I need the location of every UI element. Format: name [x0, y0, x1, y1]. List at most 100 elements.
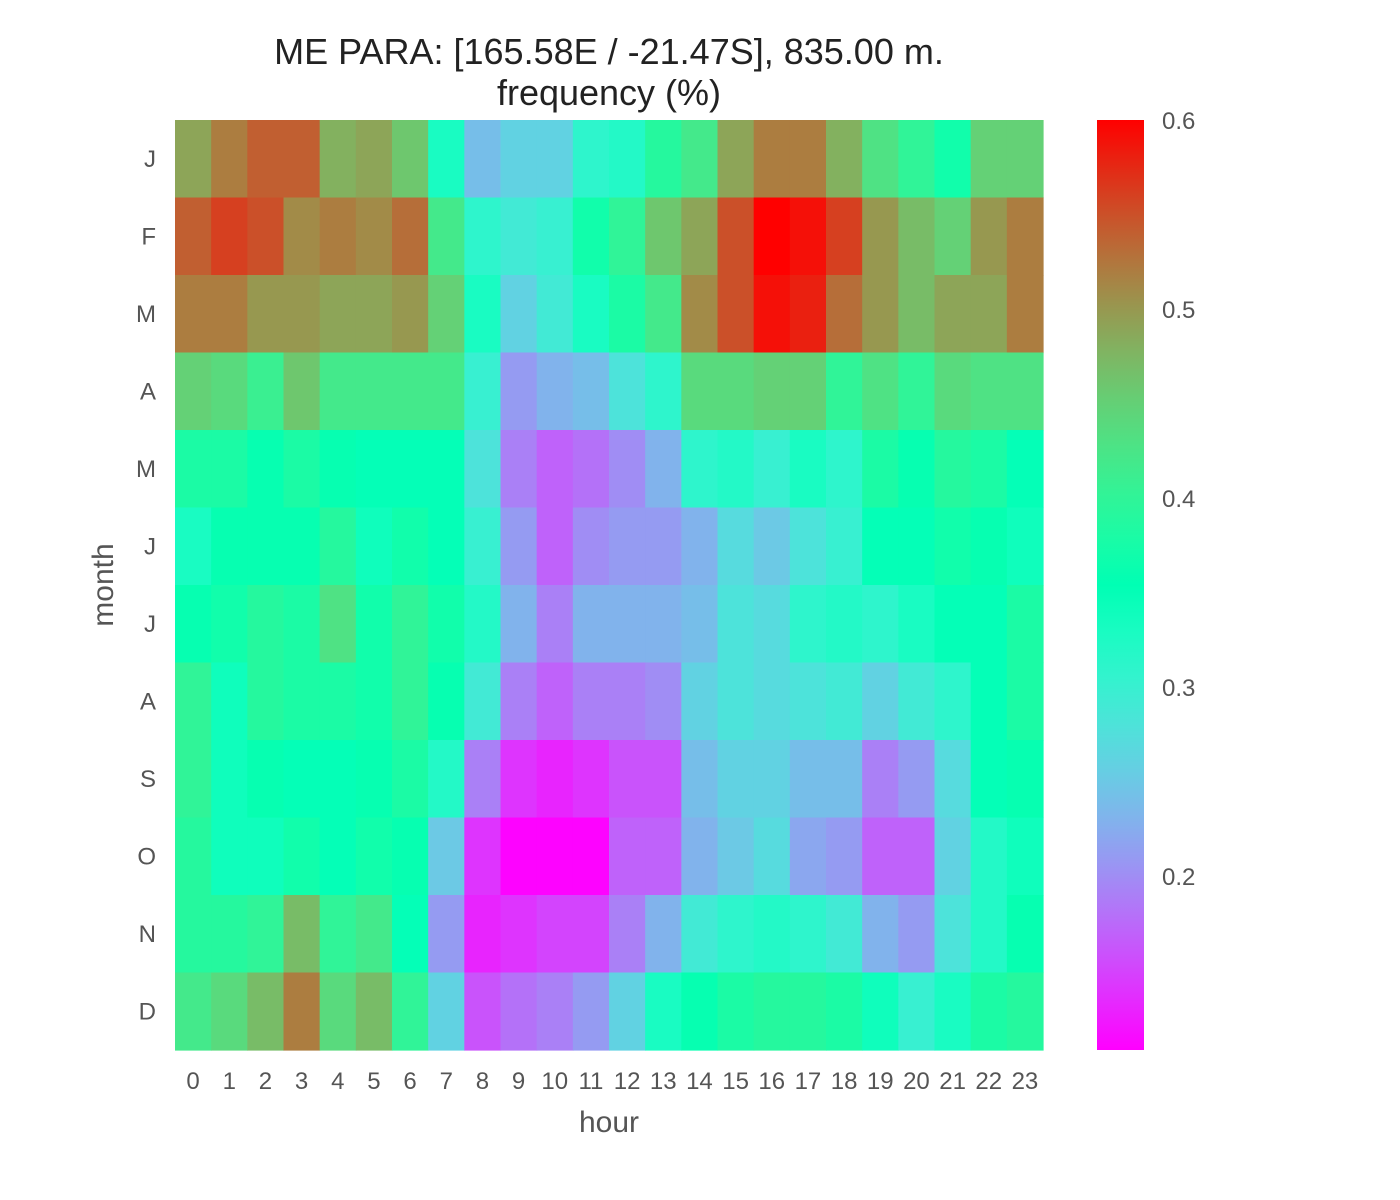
heatmap-cell — [572, 430, 610, 509]
x-tick-label: 1 — [223, 1068, 236, 1095]
heatmap-cell — [355, 197, 393, 276]
heatmap-cell — [934, 585, 972, 664]
x-tick-label: 4 — [331, 1068, 344, 1095]
heatmap-cell — [283, 120, 321, 199]
heatmap-cell — [428, 585, 465, 664]
heatmap-cell — [392, 585, 429, 664]
heatmap-cell — [609, 585, 646, 664]
heatmap-cell — [789, 275, 827, 354]
heatmap-cell — [283, 585, 321, 664]
heatmap-cell — [645, 430, 682, 509]
x-tick-label: 20 — [903, 1068, 930, 1095]
heatmap-cell — [826, 507, 863, 586]
heatmap-cell — [826, 352, 863, 431]
heatmap-cell — [428, 662, 465, 741]
y-tick-label: S — [140, 766, 156, 793]
heatmap-cell — [500, 507, 538, 586]
heatmap-cell — [862, 120, 899, 199]
heatmap-cell — [211, 197, 248, 276]
heatmap-cell — [862, 197, 899, 276]
heatmap-cell — [934, 430, 972, 509]
heatmap-cell — [1006, 430, 1044, 509]
heatmap-cell — [572, 585, 610, 664]
heatmap-cell — [934, 972, 972, 1051]
heatmap-cell — [681, 585, 719, 664]
heatmap-cell — [681, 275, 719, 354]
x-tick-label: 9 — [512, 1068, 525, 1095]
heatmap-cell — [934, 817, 972, 896]
heatmap-cell — [789, 352, 827, 431]
heatmap-cell — [717, 352, 755, 431]
heatmap-cell — [283, 197, 321, 276]
heatmap-cell — [283, 740, 321, 819]
heatmap-cell — [500, 585, 538, 664]
heatmap-cell — [428, 895, 465, 974]
heatmap-cell — [970, 895, 1008, 974]
heatmap-cell — [392, 972, 429, 1051]
heatmap-cell — [934, 740, 972, 819]
heatmap-cell — [645, 352, 682, 431]
heatmap-cell — [211, 585, 248, 664]
heatmap-cell — [536, 197, 574, 276]
heatmap-cell — [789, 430, 827, 509]
heatmap-cell — [500, 197, 538, 276]
heatmap-cell — [609, 895, 646, 974]
heatmap-cell — [428, 120, 465, 199]
heatmap-cell — [753, 817, 791, 896]
heatmap-cell — [392, 352, 429, 431]
heatmap-cell — [753, 972, 791, 1051]
heatmap-cell — [609, 120, 646, 199]
heatmap-cell — [392, 895, 429, 974]
heatmap-cell — [211, 507, 248, 586]
heatmap-cell — [826, 895, 863, 974]
heatmap-cell — [970, 352, 1008, 431]
heatmap-cell — [211, 352, 248, 431]
heatmap-cell — [355, 352, 393, 431]
y-tick-label: A — [140, 378, 156, 405]
x-tick-label: 16 — [758, 1068, 785, 1095]
heatmap-cell — [970, 740, 1008, 819]
heatmap-cell — [247, 120, 285, 199]
heatmap-cell — [247, 197, 285, 276]
heatmap-cell — [500, 430, 538, 509]
heatmap-cell — [319, 895, 357, 974]
heatmap-cell — [1006, 662, 1044, 741]
x-tick-label: 3 — [295, 1068, 308, 1095]
heatmap-cell — [862, 507, 899, 586]
heatmap-cell — [536, 972, 574, 1051]
x-tick-label: 19 — [867, 1068, 894, 1095]
heatmap-cell — [898, 740, 936, 819]
heatmap-cell — [355, 972, 393, 1051]
heatmap-cell — [283, 895, 321, 974]
heatmap-cell — [355, 662, 393, 741]
y-tick-label: J — [144, 611, 156, 638]
heatmap-cell — [572, 972, 610, 1051]
heatmap-cell — [536, 895, 574, 974]
heatmap-cell — [645, 275, 682, 354]
heatmap-cell — [753, 352, 791, 431]
x-tick-label: 18 — [831, 1068, 858, 1095]
heatmap-cell — [283, 430, 321, 509]
colorbar-tick-label: 0.3 — [1162, 675, 1195, 702]
y-tick-label: M — [136, 456, 156, 483]
heatmap-cell — [862, 740, 899, 819]
heatmap-cell — [247, 972, 285, 1051]
heatmap-cell — [500, 817, 538, 896]
colorbar-tick-label: 0.2 — [1162, 864, 1195, 891]
heatmap-cell — [428, 507, 465, 586]
y-tick-label: A — [140, 688, 156, 715]
heatmap-cell — [536, 507, 574, 586]
heatmap-cell — [609, 352, 646, 431]
heatmap-cell — [536, 740, 574, 819]
heatmap-cell — [247, 662, 285, 741]
heatmap-cell — [826, 972, 863, 1051]
heatmap-cell — [247, 352, 285, 431]
heatmap-cell — [898, 817, 936, 896]
x-axis-label: hour — [579, 1106, 639, 1139]
heatmap-cell — [862, 662, 899, 741]
heatmap-cell — [934, 275, 972, 354]
heatmap-cell — [681, 972, 719, 1051]
heatmap-cell — [464, 507, 502, 586]
x-tick-label: 17 — [795, 1068, 822, 1095]
